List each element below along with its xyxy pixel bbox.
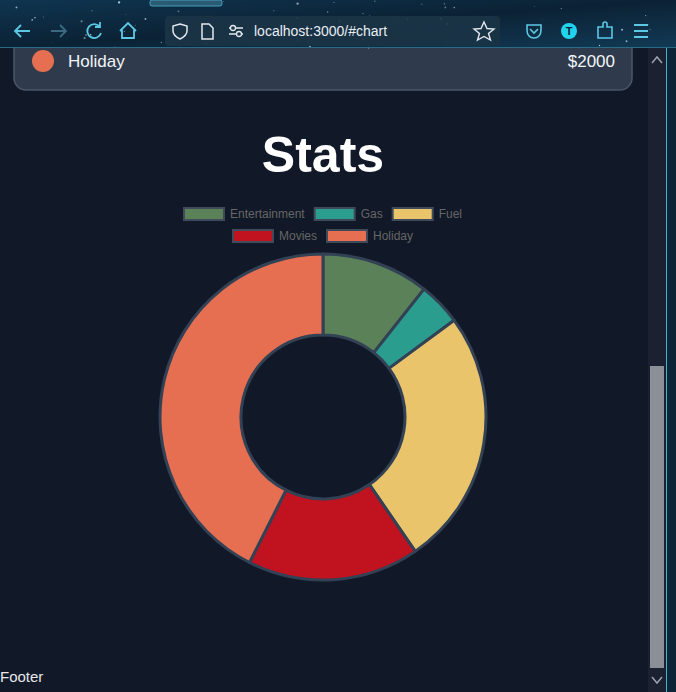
legend-swatch — [184, 208, 224, 220]
url-bar[interactable] — [165, 16, 500, 46]
scrollbar — [648, 48, 666, 692]
reload-button[interactable] — [87, 22, 101, 38]
profile-avatar[interactable] — [561, 23, 577, 39]
legend: Entertainment Gas Fuel Movies Holiday — [184, 207, 462, 243]
chart: Stats Entertainment Gas Fuel Movies Holiday — [160, 127, 486, 580]
star — [599, 45, 600, 46]
bookmark-star[interactable] — [474, 22, 494, 40]
legend-swatch — [327, 230, 367, 242]
legend-item: Movies — [233, 229, 317, 243]
star — [604, 26, 606, 28]
star — [31, 19, 33, 21]
star — [296, 2, 298, 4]
star — [561, 8, 562, 9]
legend-item: Fuel — [393, 207, 462, 221]
legend-label: Holiday — [373, 229, 413, 243]
star — [85, 34, 87, 36]
star — [645, 15, 646, 16]
page-icon — [202, 24, 213, 39]
legend-swatch — [315, 208, 355, 220]
star — [16, 6, 18, 8]
star — [145, 18, 147, 20]
slice — [160, 254, 323, 562]
star — [542, 19, 544, 21]
star — [648, 24, 650, 26]
star — [135, 25, 136, 26]
legend-item: Gas — [315, 207, 383, 221]
star — [178, 10, 180, 12]
active-tab[interactable] — [150, 0, 222, 6]
star — [362, 13, 363, 14]
star — [80, 20, 82, 22]
forward-button[interactable] — [51, 25, 66, 37]
star — [374, 1, 375, 2]
legend-label: Movies — [279, 229, 317, 243]
back-button[interactable] — [15, 25, 30, 37]
shield-icon — [173, 24, 187, 39]
star — [453, 7, 455, 9]
star — [327, 11, 328, 12]
star — [444, 6, 446, 8]
star — [113, 1, 115, 3]
footer: Footer — [0, 668, 43, 685]
window-frame — [666, 0, 676, 692]
scroll-up[interactable] — [652, 57, 662, 63]
legend-label: Gas — [361, 207, 383, 221]
star — [626, 40, 628, 42]
frame-edge — [666, 0, 667, 692]
star — [533, 6, 535, 8]
extensions-button[interactable] — [598, 22, 612, 38]
home-button[interactable] — [120, 23, 136, 38]
toolbar-border — [0, 47, 676, 48]
star — [91, 10, 92, 11]
pocket-button[interactable] — [527, 25, 541, 38]
toolbar-background — [0, 0, 676, 48]
star — [118, 1, 120, 3]
page-background — [0, 0, 676, 692]
star — [333, 2, 334, 3]
star — [90, 34, 92, 36]
scroll-track — [648, 48, 666, 692]
star — [161, 42, 162, 43]
card-label: Holiday — [68, 52, 125, 71]
star — [51, 41, 53, 43]
legend-item: Holiday — [327, 229, 413, 243]
permissions-knob — [237, 32, 242, 37]
scroll-thumb[interactable] — [650, 366, 664, 668]
legend-label: Entertainment — [230, 207, 305, 221]
legend-item: Entertainment — [184, 207, 305, 221]
star — [223, 0, 225, 2]
card-dot — [32, 50, 54, 72]
legend-swatch — [393, 208, 433, 220]
slices — [160, 254, 486, 580]
browser-toolbar: localhost:3000/#chart T — [0, 0, 676, 48]
legend-swatch — [233, 230, 273, 242]
scroll-down[interactable] — [652, 677, 662, 683]
permissions-knob — [231, 26, 236, 31]
screen: Holiday $2000 Stats Entertainment Gas Fuel Mov… — [0, 0, 676, 692]
star — [83, 37, 85, 39]
card-amount: $2000 — [568, 52, 615, 71]
star — [273, 10, 274, 11]
star — [43, 17, 44, 18]
profile-initial: T — [566, 25, 573, 37]
star — [649, 29, 650, 30]
star — [124, 31, 125, 32]
star — [621, 29, 623, 31]
legend-label: Fuel — [439, 207, 462, 221]
menu-button[interactable] — [634, 25, 648, 37]
star — [444, 3, 445, 4]
star — [34, 17, 35, 18]
url-text: localhost:3000/#chart — [254, 23, 387, 39]
chart-title: Stats — [262, 127, 384, 183]
star — [421, 3, 422, 4]
star — [125, 14, 127, 16]
